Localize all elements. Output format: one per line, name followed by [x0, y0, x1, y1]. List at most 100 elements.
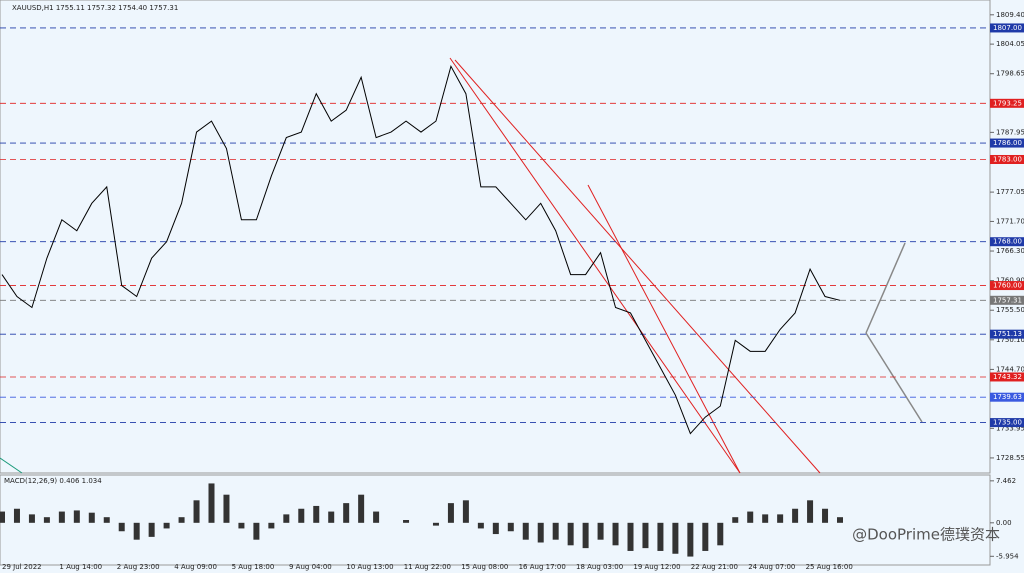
x-tick-label: 4 Aug 09:00: [174, 563, 217, 571]
trendline: [587, 184, 741, 474]
macd-bar: [328, 511, 335, 523]
macd-bar: [627, 522, 634, 551]
y-tick-label: 1750.10: [996, 336, 1024, 344]
macd-bar: [777, 514, 784, 523]
main-frame: [0, 0, 991, 474]
macd-bar: [717, 522, 724, 546]
x-tick-label: 25 Aug 16:00: [806, 563, 853, 571]
macd-bar: [208, 483, 215, 523]
y-tick-label: 1798.65: [996, 70, 1024, 78]
trendline: [449, 57, 741, 474]
macd-bar: [73, 510, 80, 523]
x-tick-label: 9 Aug 04:00: [289, 563, 332, 571]
level-label: 1793.25: [993, 99, 1022, 107]
level-label: 1768.00: [993, 238, 1022, 246]
x-tick-label: 19 Aug 12:00: [633, 563, 680, 571]
macd-bar: [268, 522, 275, 529]
macd-bar: [567, 522, 574, 546]
macd-bar: [642, 522, 649, 549]
macd-bar: [88, 512, 95, 523]
macd-bar: [672, 522, 679, 554]
macd-bar: [223, 494, 230, 523]
level-box: [990, 295, 1024, 305]
macd-bar: [298, 508, 305, 523]
level-box: [990, 154, 1024, 164]
macd-bar: [657, 522, 664, 551]
macd-bar: [373, 511, 380, 523]
level-box: [990, 372, 1024, 382]
level-box: [990, 138, 1024, 148]
macd-bar: [792, 508, 799, 523]
level-box: [990, 418, 1024, 428]
level-label: 1807.00: [993, 24, 1022, 32]
macd-bar: [582, 522, 589, 549]
y-tick-label: 1804.05: [996, 40, 1024, 48]
x-tick-label: 11 Aug 22:00: [404, 563, 451, 571]
macd-bar: [148, 522, 155, 537]
level-label: 1735.00: [993, 419, 1022, 427]
macd-bar: [447, 503, 454, 523]
macd-bar: [507, 522, 514, 532]
y-tick-label: 1771.70: [996, 217, 1024, 225]
macd-bar: [537, 522, 544, 543]
x-tick-label: 2 Aug 23:00: [117, 563, 160, 571]
x-tick-label: 16 Aug 17:00: [519, 563, 566, 571]
macd-bar: [762, 514, 769, 523]
projection-arrow: [865, 332, 923, 423]
level-label: 1783.00: [993, 155, 1022, 163]
macd-bar: [178, 517, 185, 523]
macd-bar: [477, 522, 484, 529]
x-tick-label: 5 Aug 18:00: [232, 563, 275, 571]
y-tick-label: 1755.50: [996, 306, 1024, 314]
y-tick-label: 1787.95: [996, 128, 1024, 136]
macd-bar: [0, 511, 5, 523]
macd-bar: [238, 522, 245, 529]
macd-bar: [612, 522, 619, 546]
level-box: [990, 98, 1024, 108]
x-tick-label: 15 Aug 08:00: [461, 563, 508, 571]
macd-bar: [313, 505, 320, 523]
macd-bar: [522, 522, 529, 540]
x-tick-label: 24 Aug 07:00: [748, 563, 795, 571]
macd-bar: [552, 522, 559, 540]
price-line: [1, 64, 841, 435]
y-tick-label: 1733.95: [996, 424, 1024, 432]
y-tick-label: 1760.90: [996, 277, 1024, 285]
x-tick-label: 22 Aug 21:00: [691, 563, 738, 571]
y-tick-label: 1777.05: [996, 188, 1024, 196]
level-label: 1739.63: [993, 393, 1022, 401]
x-tick-label: 18 Aug 03:00: [576, 563, 623, 571]
level-label: 1751.13: [993, 330, 1022, 338]
macd-bar: [597, 522, 604, 540]
macd-bar: [822, 508, 829, 523]
macd-bar: [193, 500, 200, 523]
macd-bar: [58, 511, 65, 523]
level-box: [990, 23, 1024, 33]
macd-bar: [163, 522, 170, 529]
macd-bar: [253, 522, 260, 540]
level-box: [990, 281, 1024, 291]
chart-title: XAUUSD,H1 1755.11 1757.32 1754.40 1757.3…: [12, 4, 178, 12]
y-tick-label: 1728.55: [996, 454, 1024, 462]
level-label: 1743.32: [993, 373, 1022, 381]
macd-bar: [133, 522, 140, 540]
macd-frame: [0, 474, 991, 566]
level-label: 1760.00: [993, 282, 1022, 290]
macd-bar: [118, 522, 125, 532]
macd-bar: [358, 494, 365, 523]
x-tick-label: 29 Jul 2022: [2, 563, 42, 571]
macd-tick-label: -5.954: [996, 552, 1019, 560]
level-label: 1757.31: [993, 296, 1022, 304]
level-box: [990, 237, 1024, 247]
y-tick-label: 1809.40: [996, 11, 1024, 19]
indicator-line: [0, 457, 23, 474]
macd-bar: [13, 508, 20, 523]
level-box: [990, 329, 1024, 339]
macd-bar: [807, 500, 814, 523]
macd-bar: [432, 522, 439, 526]
macd-bar: [492, 522, 499, 535]
macd-bar: [283, 514, 290, 523]
level-box: [990, 392, 1024, 402]
